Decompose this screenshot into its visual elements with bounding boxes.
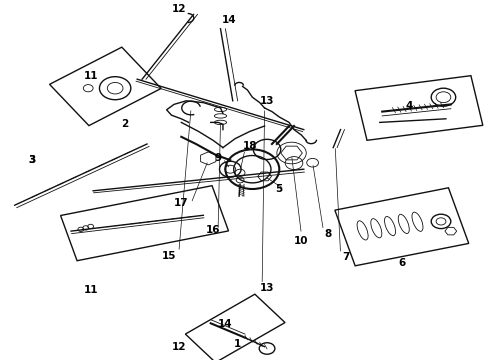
Text: 4: 4 bbox=[405, 101, 413, 111]
Text: 9: 9 bbox=[215, 153, 221, 163]
Text: 6: 6 bbox=[398, 258, 405, 268]
Text: 16: 16 bbox=[206, 225, 220, 235]
Text: 12: 12 bbox=[172, 4, 186, 14]
Text: 7: 7 bbox=[342, 252, 349, 262]
Text: 3: 3 bbox=[28, 155, 35, 165]
Text: 18: 18 bbox=[243, 141, 257, 151]
Text: 11: 11 bbox=[83, 71, 98, 81]
Text: 12: 12 bbox=[172, 342, 186, 352]
Text: 5: 5 bbox=[276, 184, 283, 194]
Text: 8: 8 bbox=[325, 229, 332, 239]
Text: 17: 17 bbox=[174, 198, 189, 208]
Text: 3: 3 bbox=[28, 155, 35, 165]
Text: 15: 15 bbox=[162, 251, 176, 261]
Text: 11: 11 bbox=[83, 285, 98, 295]
Text: 1: 1 bbox=[234, 339, 241, 349]
Text: 14: 14 bbox=[222, 15, 237, 25]
Text: 13: 13 bbox=[260, 283, 274, 293]
Text: 10: 10 bbox=[294, 236, 309, 246]
Text: 2: 2 bbox=[122, 119, 128, 129]
Text: 13: 13 bbox=[260, 96, 274, 106]
Text: 14: 14 bbox=[218, 319, 233, 329]
